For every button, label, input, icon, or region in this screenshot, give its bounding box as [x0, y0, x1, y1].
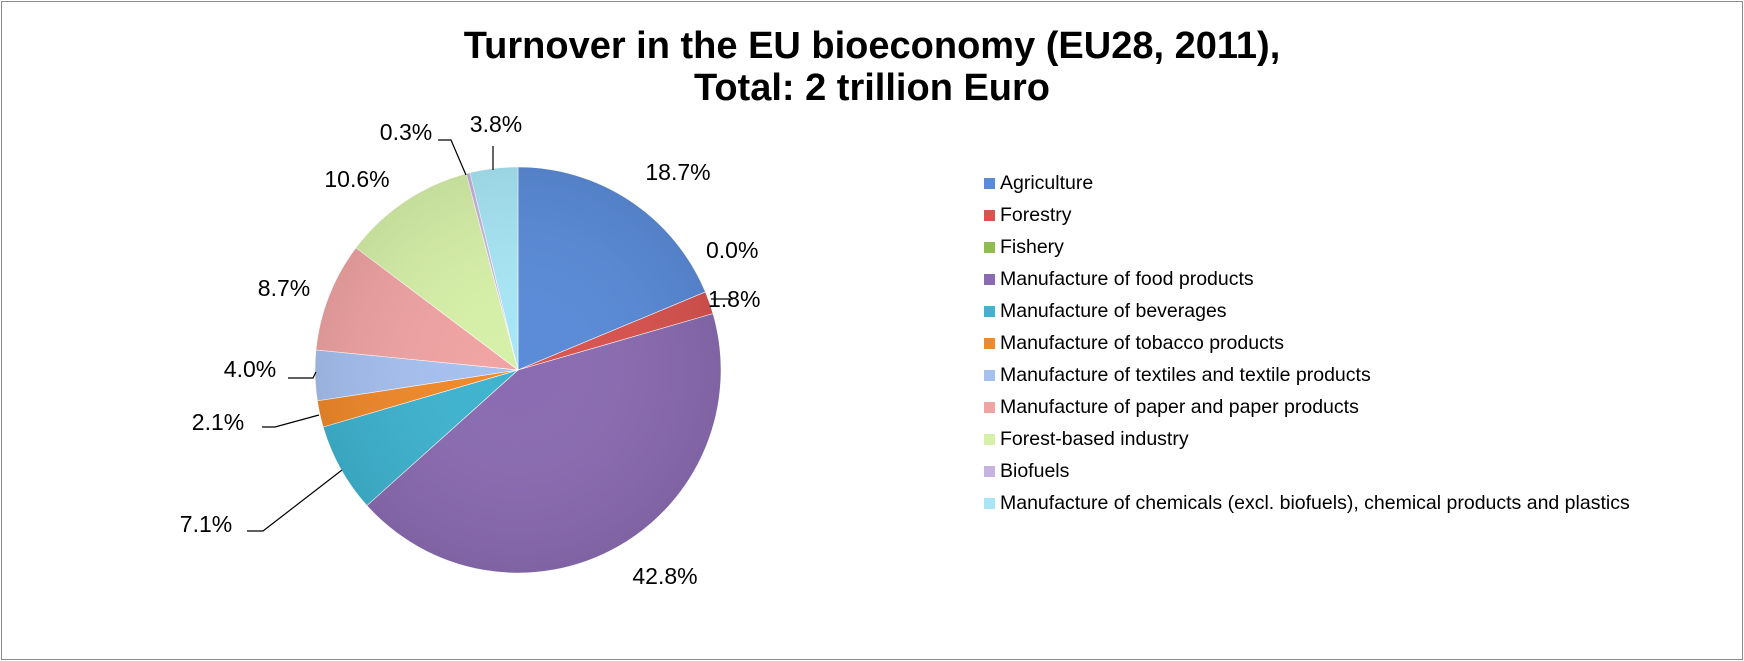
legend-item: Biofuels	[984, 455, 1630, 487]
legend-label: Forest-based industry	[1000, 427, 1189, 450]
legend-label: Manufacture of chemicals (excl. biofuels…	[1000, 491, 1630, 514]
legend-item: Manufacture of food products	[984, 263, 1630, 295]
leader-line	[247, 469, 343, 532]
legend-swatch	[984, 305, 995, 317]
legend-label: Manufacture of textiles and textile prod…	[1000, 363, 1371, 386]
legend-item: Manufacture of paper and paper products	[984, 391, 1630, 423]
data-label: 0.3%	[380, 119, 432, 145]
data-label: 42.8%	[632, 563, 697, 589]
data-label: 7.1%	[180, 511, 232, 537]
legend-item: Forestry	[984, 199, 1630, 231]
legend-swatch	[984, 497, 995, 509]
leader-line	[438, 139, 467, 176]
legend-item: Manufacture of chemicals (excl. biofuels…	[984, 487, 1630, 519]
chart-title-line1: Turnover in the EU bioeconomy (EU28, 201…	[463, 25, 1281, 67]
data-label: 4.0%	[224, 356, 276, 382]
data-label: 10.6%	[324, 166, 389, 192]
legend-swatch	[984, 433, 995, 445]
data-label: 8.7%	[258, 275, 310, 301]
legend-item: Manufacture of beverages	[984, 295, 1630, 327]
leader-line	[288, 371, 317, 379]
legend-label: Manufacture of beverages	[1000, 299, 1227, 322]
legend-item: Agriculture	[984, 167, 1630, 199]
legend-swatch	[984, 273, 995, 285]
legend-swatch	[984, 465, 995, 477]
data-label: 0.0%	[706, 237, 758, 263]
legend-label: Agriculture	[1000, 171, 1094, 194]
leader-line	[262, 414, 320, 428]
data-label: 18.7%	[645, 159, 710, 185]
legend-swatch	[984, 241, 995, 253]
data-label: 1.8%	[708, 286, 760, 312]
legend-label: Manufacture of paper and paper products	[1000, 395, 1359, 418]
legend-swatch	[984, 337, 995, 349]
legend-item: Manufacture of textiles and textile prod…	[984, 359, 1630, 391]
legend-label: Biofuels	[1000, 459, 1070, 482]
legend-item: Fishery	[984, 231, 1630, 263]
legend-label: Manufacture of food products	[1000, 267, 1254, 290]
legend-label: Manufacture of tobacco products	[1000, 331, 1284, 354]
legend-swatch	[984, 209, 995, 221]
legend-swatch	[984, 369, 995, 381]
data-label: 2.1%	[192, 409, 244, 435]
legend-label: Fishery	[1000, 235, 1064, 258]
legend-swatch	[984, 177, 995, 189]
legend-label: Forestry	[1000, 203, 1072, 226]
chart-title-line2: Total: 2 trillion Euro	[693, 67, 1051, 109]
legend-item: Manufacture of tobacco products	[984, 327, 1630, 359]
data-label: 3.8%	[470, 111, 522, 137]
chart-legend: Agriculture Forestry Fishery Manufacture of…	[984, 167, 1630, 519]
legend-swatch	[984, 401, 995, 413]
legend-item: Forest-based industry	[984, 423, 1630, 455]
